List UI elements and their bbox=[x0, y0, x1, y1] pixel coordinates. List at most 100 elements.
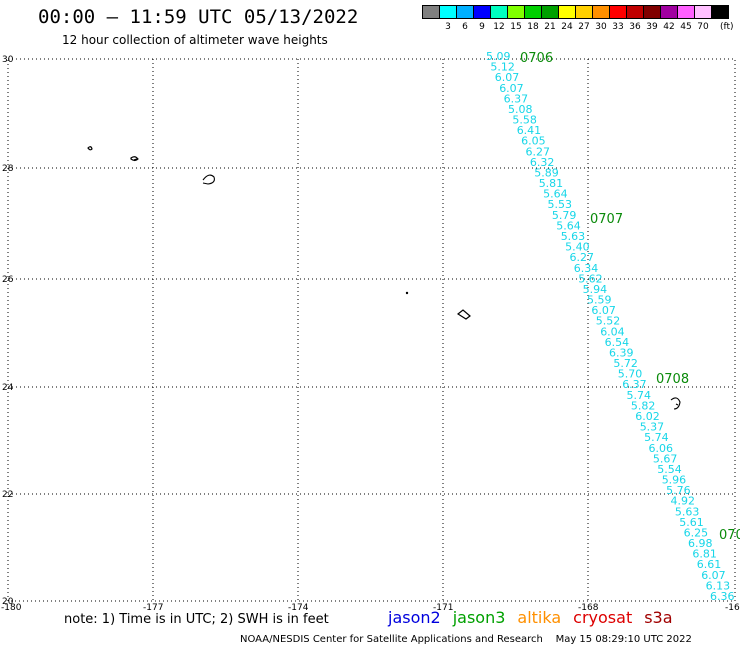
swh-label: 5.52 bbox=[596, 315, 621, 328]
pass-labels: 0706 0707 0708 070 bbox=[520, 51, 740, 543]
swh-label: 5.12 bbox=[490, 61, 515, 74]
swh-label: 6.61 bbox=[697, 558, 722, 571]
longitude-labels: -180 -177 -174 -171 -168 -16 bbox=[1, 603, 740, 613]
island-french-frigate bbox=[456, 309, 471, 320]
swh-label: 6.25 bbox=[684, 527, 709, 540]
swh-label: 5.94 bbox=[583, 283, 608, 296]
color-scale-label: 15 bbox=[510, 22, 522, 32]
swh-label: 6.27 bbox=[526, 145, 551, 158]
swh-label: 6.07 bbox=[701, 569, 726, 582]
swh-label: 5.74 bbox=[627, 389, 652, 402]
latitude-label: 28 bbox=[2, 164, 14, 174]
color-scale-label: 18 bbox=[527, 22, 539, 32]
color-scale-label: 27 bbox=[578, 22, 590, 32]
swh-label: 5.82 bbox=[631, 399, 656, 412]
swh-label: 5.63 bbox=[561, 230, 586, 243]
longitude-label: -174 bbox=[288, 603, 309, 613]
color-scale-unit: (ft) bbox=[720, 22, 734, 32]
color-scale-label: 33 bbox=[612, 22, 624, 32]
latitude-label: 24 bbox=[2, 383, 14, 393]
satellite-legend-item: cryosat bbox=[573, 608, 633, 627]
swh-label: 5.37 bbox=[640, 421, 665, 434]
map-grid bbox=[8, 59, 735, 601]
swh-label: 5.81 bbox=[539, 177, 564, 190]
island-pearl-hermes bbox=[130, 156, 139, 162]
color-scale-label: 24 bbox=[561, 22, 573, 32]
swh-label: 5.63 bbox=[675, 505, 700, 518]
swh-label: 5.76 bbox=[666, 484, 691, 497]
swh-label: 6.81 bbox=[692, 548, 717, 561]
footer-note: note: 1) Time is in UTC; 2) SWH is in fe… bbox=[64, 612, 329, 627]
swh-label: 6.07 bbox=[499, 82, 524, 95]
swh-label: 5.64 bbox=[543, 188, 568, 201]
swh-label: 5.89 bbox=[534, 167, 559, 180]
color-swatch bbox=[711, 5, 729, 19]
color-scale-label: 3 bbox=[445, 22, 451, 32]
swh-label: 5.62 bbox=[578, 272, 603, 285]
pass-label: 0708 bbox=[656, 372, 689, 387]
swh-label: 5.64 bbox=[556, 219, 581, 232]
color-scale-label: 9 bbox=[479, 22, 485, 32]
longitude-label: -171 bbox=[433, 603, 453, 613]
swh-label: 6.06 bbox=[649, 442, 674, 455]
swh-label: 6.36 bbox=[710, 590, 735, 603]
swh-label: 5.74 bbox=[644, 431, 669, 444]
color-scale-label: 42 bbox=[663, 22, 675, 32]
swh-label: 4.92 bbox=[671, 495, 696, 508]
swh-label: 5.09 bbox=[486, 50, 511, 63]
swh-label: 6.04 bbox=[600, 325, 625, 338]
color-scale-label: 45 bbox=[680, 22, 692, 32]
map-title: 00:00 – 11:59 UTC 05/13/2022 bbox=[38, 6, 359, 28]
jason3-pass-track: 5.095.126.076.076.375.085.586.416.056.27… bbox=[486, 50, 735, 603]
color-scale-label: 70 bbox=[697, 22, 709, 32]
swh-label: 6.37 bbox=[622, 378, 647, 391]
island-lisianski bbox=[202, 174, 215, 185]
satellite-legend: jason2 jason3 altika cryosat s3a bbox=[388, 608, 685, 627]
map-frame bbox=[7, 58, 736, 602]
swh-label: 5.96 bbox=[662, 474, 687, 487]
footer-credit: NOAA/NESDIS Center for Satellite Applica… bbox=[240, 634, 692, 645]
longitude-label: -16 bbox=[725, 603, 740, 613]
swh-label: 6.54 bbox=[605, 336, 630, 349]
pass-label: 0707 bbox=[590, 212, 623, 227]
swh-label: 5.72 bbox=[613, 357, 638, 370]
swh-label: 5.61 bbox=[679, 516, 704, 529]
swh-label: 6.98 bbox=[688, 537, 713, 550]
swh-label: 6.39 bbox=[609, 347, 634, 360]
swh-label: 5.40 bbox=[565, 241, 590, 254]
latitude-labels: 30 28 26 24 22 20 bbox=[2, 55, 14, 607]
map-border bbox=[7, 58, 736, 602]
latitude-label: 20 bbox=[2, 597, 14, 607]
swh-label: 6.05 bbox=[521, 135, 546, 148]
island-kauai-niihau bbox=[670, 397, 681, 410]
pass-label: 070 bbox=[719, 528, 740, 543]
swh-label: 6.37 bbox=[504, 92, 528, 105]
island-gardner bbox=[405, 291, 409, 295]
pass-label: 0706 bbox=[520, 51, 553, 66]
island-outlines bbox=[87, 146, 681, 410]
swh-label: 5.08 bbox=[508, 103, 533, 116]
swh-label: 6.07 bbox=[495, 71, 520, 84]
swh-label: 5.79 bbox=[552, 209, 577, 222]
swh-label: 5.59 bbox=[587, 294, 612, 307]
color-scale-label: 30 bbox=[595, 22, 607, 32]
swh-label: 6.41 bbox=[517, 124, 542, 137]
longitude-label: -177 bbox=[143, 603, 163, 613]
color-scale-label: 36 bbox=[629, 22, 641, 32]
longitude-label: -168 bbox=[578, 603, 599, 613]
longitude-label: -180 bbox=[1, 603, 22, 613]
swh-label: 5.70 bbox=[618, 368, 643, 381]
swh-label: 5.53 bbox=[548, 198, 573, 211]
color-scale-label: 21 bbox=[544, 22, 556, 32]
color-scale-label: 39 bbox=[646, 22, 658, 32]
island-kure bbox=[87, 146, 93, 151]
satellite-legend-item: s3a bbox=[644, 608, 673, 627]
swh-label: 5.54 bbox=[657, 463, 682, 476]
satellite-legend-item: altika bbox=[517, 608, 562, 627]
color-scale-label: 6 bbox=[462, 22, 468, 32]
color-scale-label: 12 bbox=[493, 22, 505, 32]
swh-label: 6.34 bbox=[574, 262, 599, 275]
swh-label: 6.27 bbox=[570, 251, 595, 264]
swh-label: 6.07 bbox=[591, 304, 616, 317]
